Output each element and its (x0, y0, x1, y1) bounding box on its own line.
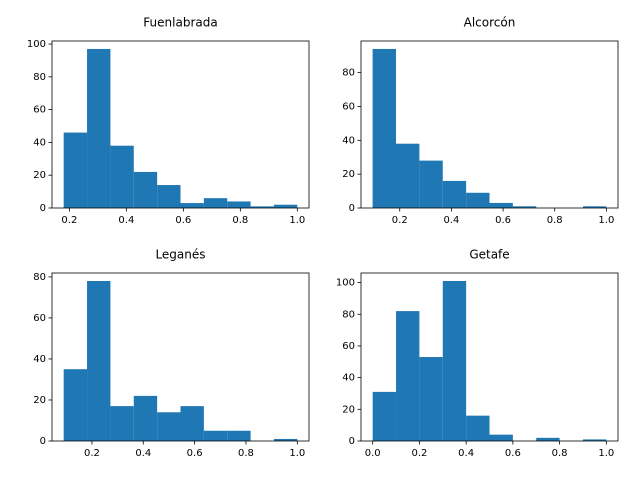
y-tick-label: 20 (342, 404, 355, 415)
y-tick-label: 80 (342, 309, 355, 320)
bar (442, 281, 467, 441)
bar (273, 438, 298, 441)
bar (419, 160, 443, 208)
bar (489, 202, 513, 208)
y-tick-label: 0 (40, 203, 46, 214)
y-tick-label: 20 (33, 170, 46, 181)
x-tick-label: 0.6 (175, 215, 191, 226)
bar (157, 412, 181, 441)
y-tick-label: 40 (342, 373, 355, 384)
y-tick-label: 20 (33, 395, 46, 406)
bar (157, 185, 181, 208)
x-tick-label: 0.2 (411, 448, 427, 459)
bar (110, 406, 134, 441)
y-tick-label: 60 (342, 341, 355, 352)
axes-frame (360, 272, 619, 442)
axes-frame (51, 40, 310, 209)
y-tick-label: 0 (40, 436, 46, 447)
x-tick-label: 0.0 (365, 448, 381, 459)
bar (396, 311, 420, 441)
y-tick-label: 100 (27, 39, 46, 50)
y-tick-label: 60 (33, 105, 46, 116)
y-tick-label: 60 (342, 101, 355, 112)
bar (63, 132, 88, 208)
bar (582, 439, 607, 441)
bar (419, 357, 443, 441)
subplot-title: Leganés (155, 248, 205, 262)
x-tick-label: 0.8 (547, 215, 563, 226)
x-tick-label: 0.4 (443, 215, 459, 226)
x-tick-label: 0.2 (84, 448, 100, 459)
y-tick-label: 80 (33, 72, 46, 83)
x-tick-label: 0.6 (187, 448, 203, 459)
x-tick-label: 0.8 (552, 448, 568, 459)
x-tick-label: 0.8 (238, 448, 254, 459)
bar (203, 198, 228, 208)
x-tick-label: 1.0 (598, 448, 614, 459)
y-tick-label: 20 (342, 169, 355, 180)
axes-frame (51, 272, 310, 442)
x-tick-label: 1.0 (598, 215, 614, 226)
y-tick-label: 40 (342, 135, 355, 146)
bar (372, 391, 397, 441)
bar (87, 281, 111, 441)
bar (273, 204, 298, 208)
bar (227, 201, 251, 208)
y-tick-label: 80 (342, 68, 355, 79)
y-tick-label: 0 (349, 203, 355, 214)
bar (227, 430, 251, 441)
x-tick-label: 1.0 (289, 448, 305, 459)
bar (536, 437, 560, 441)
bar (250, 206, 274, 208)
subplot-title: Alcorcón (464, 16, 516, 30)
bar (583, 206, 607, 208)
bar (110, 145, 134, 208)
y-tick-label: 60 (33, 313, 46, 324)
y-tick-label: 80 (33, 272, 46, 283)
axes-frame (360, 40, 619, 209)
bar (133, 395, 158, 441)
bar (63, 369, 88, 441)
y-tick-label: 40 (33, 137, 46, 148)
x-tick-label: 0.6 (495, 215, 511, 226)
x-tick-label: 0.2 (61, 215, 77, 226)
x-tick-label: 0.6 (505, 448, 521, 459)
bar (512, 206, 537, 208)
y-tick-label: 0 (349, 436, 355, 447)
bar (87, 48, 111, 209)
bar (180, 203, 204, 208)
bar (466, 192, 490, 208)
bar (180, 406, 204, 441)
x-tick-label: 0.8 (232, 215, 248, 226)
bar (395, 143, 420, 208)
x-tick-label: 0.4 (118, 215, 134, 226)
y-tick-label: 40 (33, 354, 46, 365)
x-tick-label: 0.4 (458, 448, 474, 459)
bar (442, 180, 467, 208)
subplot-title: Fuenlabrada (143, 16, 217, 30)
y-tick-label: 100 (336, 278, 355, 289)
bar (133, 171, 158, 208)
bar (372, 48, 396, 209)
x-tick-label: 0.2 (392, 215, 408, 226)
bar (466, 415, 490, 441)
subplot-title: Getafe (469, 248, 509, 262)
bar (489, 434, 513, 441)
x-tick-label: 1.0 (289, 215, 305, 226)
bar (203, 430, 228, 441)
x-tick-label: 0.4 (135, 448, 151, 459)
